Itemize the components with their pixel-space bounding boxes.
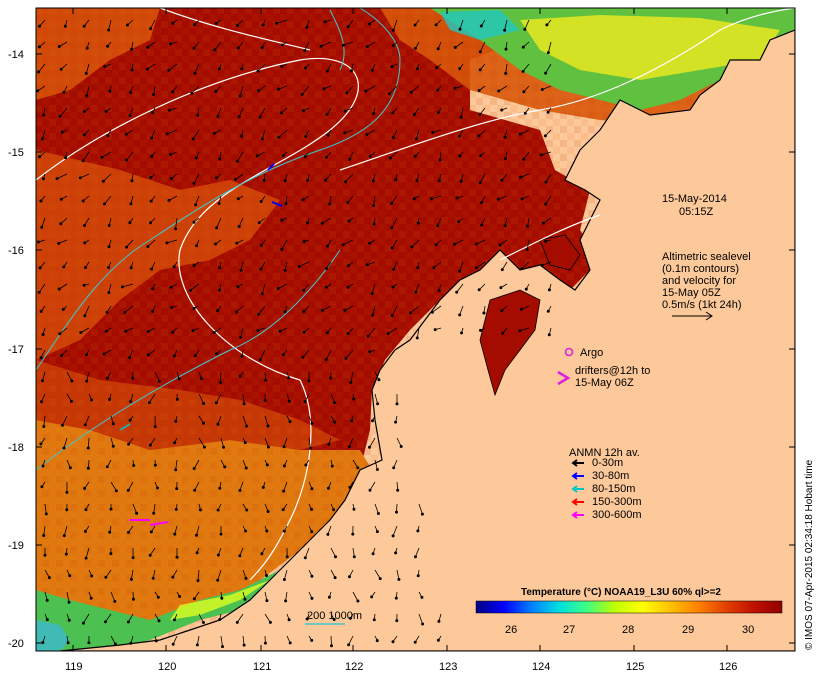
coastline-land: [59, 29, 795, 651]
lat-tick-label: -19: [8, 540, 24, 552]
cold-water-northeast-cyan: [440, 10, 520, 40]
colorbar-tick-label: 29: [682, 624, 694, 636]
lat-tick-label: -15: [8, 147, 24, 159]
lon-tick-label: 125: [626, 661, 644, 673]
argo-marker: [564, 347, 574, 357]
anmn-title: ANMN 12h av.: [569, 447, 640, 459]
svg-text:150-300m: 150-300m: [592, 496, 642, 508]
lat-tick-label: -14: [8, 49, 24, 61]
colorbar-title: Temperature (°C) NOAA19_L3U 60% ql>=2: [521, 587, 721, 598]
anmn-legend-item: 80-150m: [571, 483, 635, 495]
drifter-marker: [557, 370, 571, 386]
velocity-arrows: [36, 19, 552, 649]
cold-water-southwest-inner: [170, 580, 270, 620]
estuary-inlet-small: [539, 234, 581, 271]
longitude-axis: 119 120 121 122 123 124 125 126: [65, 8, 737, 673]
anmn-legend: ANMN 12h av. 0-30m30-80m80-150m150-300m3…: [569, 447, 642, 521]
lat-tick-label: -18: [8, 442, 24, 454]
colorbar-tick-label: 27: [563, 624, 575, 636]
svg-text:and velocity for: and velocity for: [662, 275, 736, 287]
temperature-colorbar: Temperature (°C) NOAA19_L3U 60% ql>=2 26…: [475, 587, 783, 636]
lat-tick-label: -16: [8, 245, 24, 257]
bathymetry-legend: 200 1000m: [305, 610, 362, 625]
colorbar-ramp: [475, 600, 783, 614]
lon-tick-label: 126: [719, 661, 737, 673]
svg-text:80-150m: 80-150m: [592, 483, 635, 495]
cold-water-west-edge: [36, 620, 70, 651]
latitude-axis: -14 -15 -16 -17 -18 -19 -20: [8, 49, 795, 650]
sealevel-contours: [36, 8, 795, 581]
timestamp-time: 05:15Z: [679, 206, 714, 218]
svg-text:300-600m: 300-600m: [592, 509, 642, 521]
colorbar-tick-label: 26: [505, 624, 517, 636]
svg-text:200 1000m: 200 1000m: [307, 610, 362, 622]
colorbar-tick-label: 28: [622, 624, 634, 636]
lon-tick-label: 121: [253, 661, 271, 673]
anmn-legend-item: 300-600m: [571, 509, 642, 521]
lon-tick-label: 123: [439, 661, 457, 673]
lon-tick-label: 120: [158, 661, 176, 673]
svg-text:15-May 05Z: 15-May 05Z: [662, 287, 721, 299]
lon-tick-label: 119: [65, 661, 83, 673]
drifter-label-line-1: drifters@12h to: [575, 365, 650, 377]
altimetry-legend: Altimetric sealevel (0.1m contours) and …: [662, 251, 751, 321]
lon-tick-label: 124: [532, 661, 550, 673]
svg-text:(0.1m contours): (0.1m contours): [662, 263, 739, 275]
lat-tick-label: -17: [8, 344, 24, 356]
plot-frame: [35, 7, 796, 652]
bathymetry-contours: [36, 8, 401, 471]
svg-text:0.5m/s (1kt 24h): 0.5m/s (1kt 24h): [662, 299, 741, 311]
timestamp-date: 15-May-2014: [662, 193, 727, 205]
lon-tick-label: 122: [345, 661, 363, 673]
argo-label: Argo: [580, 347, 603, 359]
colorbar-tick-label: 30: [742, 624, 754, 636]
anmn-legend-item: 150-300m: [571, 496, 642, 508]
cold-water-southwest: [36, 560, 300, 651]
drifter-label-line-2: 15-May 06Z: [575, 377, 634, 389]
anmn-legend-item: 30-80m: [571, 470, 629, 482]
svg-text:0-30m: 0-30m: [592, 457, 623, 469]
anmn-legend-item: 0-30m: [571, 457, 623, 469]
cold-water-northeast-yellow: [520, 15, 780, 80]
lat-tick-label: -20: [8, 638, 24, 650]
svg-text:30-80m: 30-80m: [592, 470, 629, 482]
mooring-markers: [119, 163, 283, 526]
map-plot-area: [36, 8, 795, 651]
credit-text: © IMOS 07-Apr-2015 02:34:18 Hobart time: [804, 459, 815, 650]
svg-text:Altimetric sealevel: Altimetric sealevel: [662, 251, 751, 263]
velocity-scale-arrow: [672, 311, 713, 321]
estuary-inlet: [479, 289, 541, 397]
